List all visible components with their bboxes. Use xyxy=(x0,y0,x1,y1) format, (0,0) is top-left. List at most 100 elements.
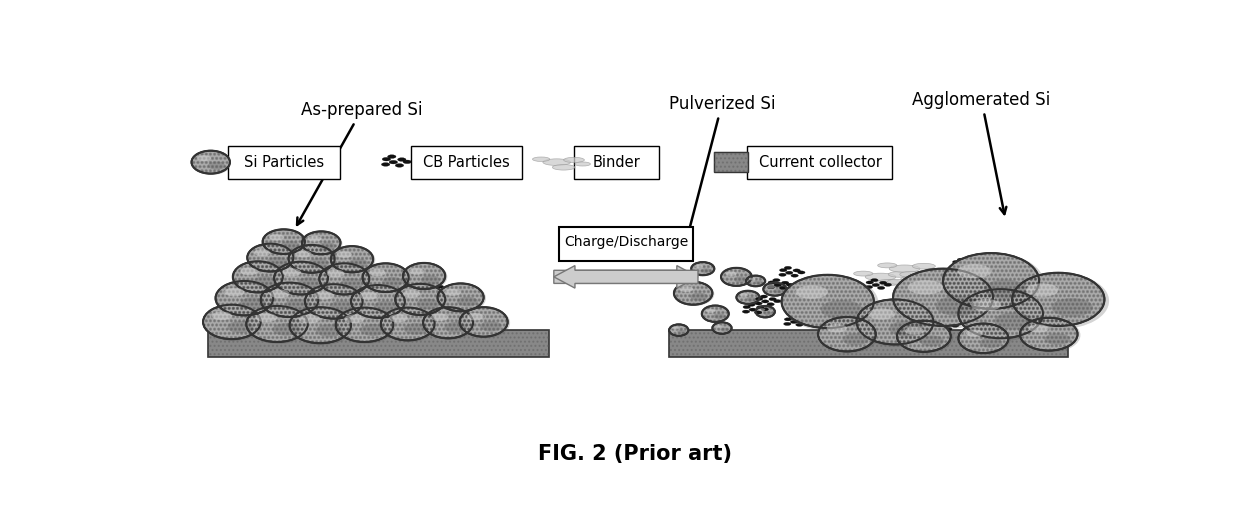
Ellipse shape xyxy=(1019,318,1078,351)
Ellipse shape xyxy=(702,305,730,323)
Ellipse shape xyxy=(754,311,761,314)
Ellipse shape xyxy=(305,284,362,319)
Ellipse shape xyxy=(294,269,301,272)
Ellipse shape xyxy=(781,275,878,331)
Ellipse shape xyxy=(756,306,764,309)
Ellipse shape xyxy=(308,313,315,317)
Ellipse shape xyxy=(746,276,766,287)
Ellipse shape xyxy=(444,322,466,333)
Ellipse shape xyxy=(340,314,347,317)
Ellipse shape xyxy=(900,277,918,281)
Ellipse shape xyxy=(934,322,941,325)
Ellipse shape xyxy=(396,164,404,167)
Ellipse shape xyxy=(320,290,327,293)
Ellipse shape xyxy=(691,262,714,275)
Text: CB Particles: CB Particles xyxy=(423,155,510,170)
Ellipse shape xyxy=(280,264,288,268)
Ellipse shape xyxy=(255,313,277,322)
Ellipse shape xyxy=(802,320,810,323)
Ellipse shape xyxy=(897,321,951,352)
Ellipse shape xyxy=(899,281,930,289)
Ellipse shape xyxy=(372,274,379,277)
Ellipse shape xyxy=(388,311,396,314)
Ellipse shape xyxy=(274,294,281,297)
Ellipse shape xyxy=(857,300,934,344)
Ellipse shape xyxy=(404,295,412,298)
Ellipse shape xyxy=(466,313,484,320)
Ellipse shape xyxy=(866,273,897,280)
Ellipse shape xyxy=(766,303,774,306)
Bar xyxy=(714,152,748,172)
Ellipse shape xyxy=(295,251,311,257)
FancyBboxPatch shape xyxy=(574,146,658,179)
Ellipse shape xyxy=(764,282,787,296)
Ellipse shape xyxy=(543,159,570,165)
Ellipse shape xyxy=(780,269,787,272)
Ellipse shape xyxy=(905,327,924,335)
Ellipse shape xyxy=(691,262,715,276)
Ellipse shape xyxy=(305,251,312,254)
Ellipse shape xyxy=(443,314,450,318)
Ellipse shape xyxy=(277,267,284,270)
Ellipse shape xyxy=(769,297,776,301)
Ellipse shape xyxy=(461,315,469,319)
Ellipse shape xyxy=(289,307,355,345)
Ellipse shape xyxy=(463,311,470,314)
Ellipse shape xyxy=(269,291,277,294)
Ellipse shape xyxy=(702,305,729,322)
Ellipse shape xyxy=(921,280,945,286)
Ellipse shape xyxy=(345,314,365,323)
Text: Pulverized Si: Pulverized Si xyxy=(668,95,775,239)
Ellipse shape xyxy=(216,281,273,315)
Ellipse shape xyxy=(306,290,314,293)
Ellipse shape xyxy=(438,290,445,293)
Ellipse shape xyxy=(429,310,436,313)
Ellipse shape xyxy=(1012,273,1109,329)
Ellipse shape xyxy=(233,261,283,293)
Ellipse shape xyxy=(853,271,873,276)
Ellipse shape xyxy=(361,269,368,272)
Ellipse shape xyxy=(821,300,862,319)
Ellipse shape xyxy=(381,307,435,340)
Ellipse shape xyxy=(370,269,386,276)
Text: As-prepared Si: As-prepared Si xyxy=(298,101,423,225)
Ellipse shape xyxy=(994,330,1002,334)
FancyArrow shape xyxy=(554,265,698,288)
Ellipse shape xyxy=(269,234,284,240)
Ellipse shape xyxy=(336,307,393,342)
Ellipse shape xyxy=(759,308,765,311)
Ellipse shape xyxy=(404,323,428,335)
Ellipse shape xyxy=(273,323,300,336)
Ellipse shape xyxy=(900,271,925,278)
Bar xyxy=(670,330,1068,357)
Ellipse shape xyxy=(267,286,274,289)
Ellipse shape xyxy=(353,314,361,318)
Ellipse shape xyxy=(893,269,993,326)
Ellipse shape xyxy=(312,293,320,296)
Ellipse shape xyxy=(262,293,269,296)
Ellipse shape xyxy=(398,288,405,291)
Ellipse shape xyxy=(797,318,805,321)
Ellipse shape xyxy=(316,325,343,337)
Ellipse shape xyxy=(269,289,290,298)
Ellipse shape xyxy=(280,241,300,250)
Ellipse shape xyxy=(966,329,983,337)
Ellipse shape xyxy=(680,286,693,292)
Ellipse shape xyxy=(712,322,732,334)
Ellipse shape xyxy=(320,263,372,296)
Ellipse shape xyxy=(774,284,781,287)
Ellipse shape xyxy=(409,268,424,275)
Ellipse shape xyxy=(247,244,294,271)
Ellipse shape xyxy=(734,277,748,282)
Ellipse shape xyxy=(476,311,484,314)
Ellipse shape xyxy=(983,279,1027,299)
Ellipse shape xyxy=(317,273,325,276)
Ellipse shape xyxy=(706,309,715,313)
Ellipse shape xyxy=(952,265,960,268)
Ellipse shape xyxy=(248,317,255,320)
Ellipse shape xyxy=(766,285,775,288)
Ellipse shape xyxy=(882,316,889,319)
Ellipse shape xyxy=(749,308,756,311)
Text: Charge/Discharge: Charge/Discharge xyxy=(564,235,688,248)
Ellipse shape xyxy=(445,288,453,291)
